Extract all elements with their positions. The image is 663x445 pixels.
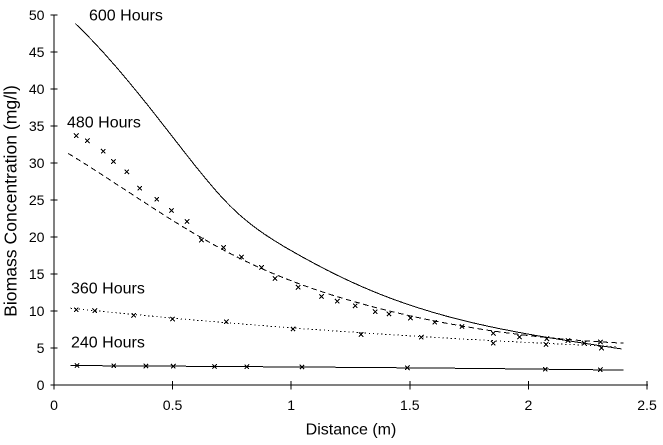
svg-text:Biomass Concentration (mg/l): Biomass Concentration (mg/l) (1, 85, 21, 317)
svg-text:45: 45 (29, 44, 45, 60)
svg-text:35: 35 (29, 118, 45, 134)
svg-text:20: 20 (29, 229, 45, 245)
svg-text:5: 5 (37, 340, 45, 356)
svg-text:1: 1 (287, 397, 295, 413)
svg-text:40: 40 (29, 81, 45, 97)
svg-text:50: 50 (29, 7, 45, 23)
svg-text:240 Hours: 240 Hours (71, 335, 145, 352)
svg-text:10: 10 (29, 303, 45, 319)
svg-text:Distance (m): Distance (m) (306, 422, 397, 439)
svg-text:2: 2 (524, 397, 532, 413)
svg-text:600 Hours: 600 Hours (89, 8, 163, 25)
svg-text:0.5: 0.5 (163, 397, 183, 413)
svg-text:0: 0 (37, 377, 45, 393)
svg-text:2.5: 2.5 (637, 397, 657, 413)
svg-text:360 Hours: 360 Hours (71, 281, 145, 298)
svg-text:30: 30 (29, 155, 45, 171)
svg-text:480 Hours: 480 Hours (67, 114, 141, 131)
svg-text:25: 25 (29, 192, 45, 208)
svg-text:15: 15 (29, 266, 45, 282)
svg-text:1.5: 1.5 (400, 397, 420, 413)
svg-text:0: 0 (50, 397, 58, 413)
